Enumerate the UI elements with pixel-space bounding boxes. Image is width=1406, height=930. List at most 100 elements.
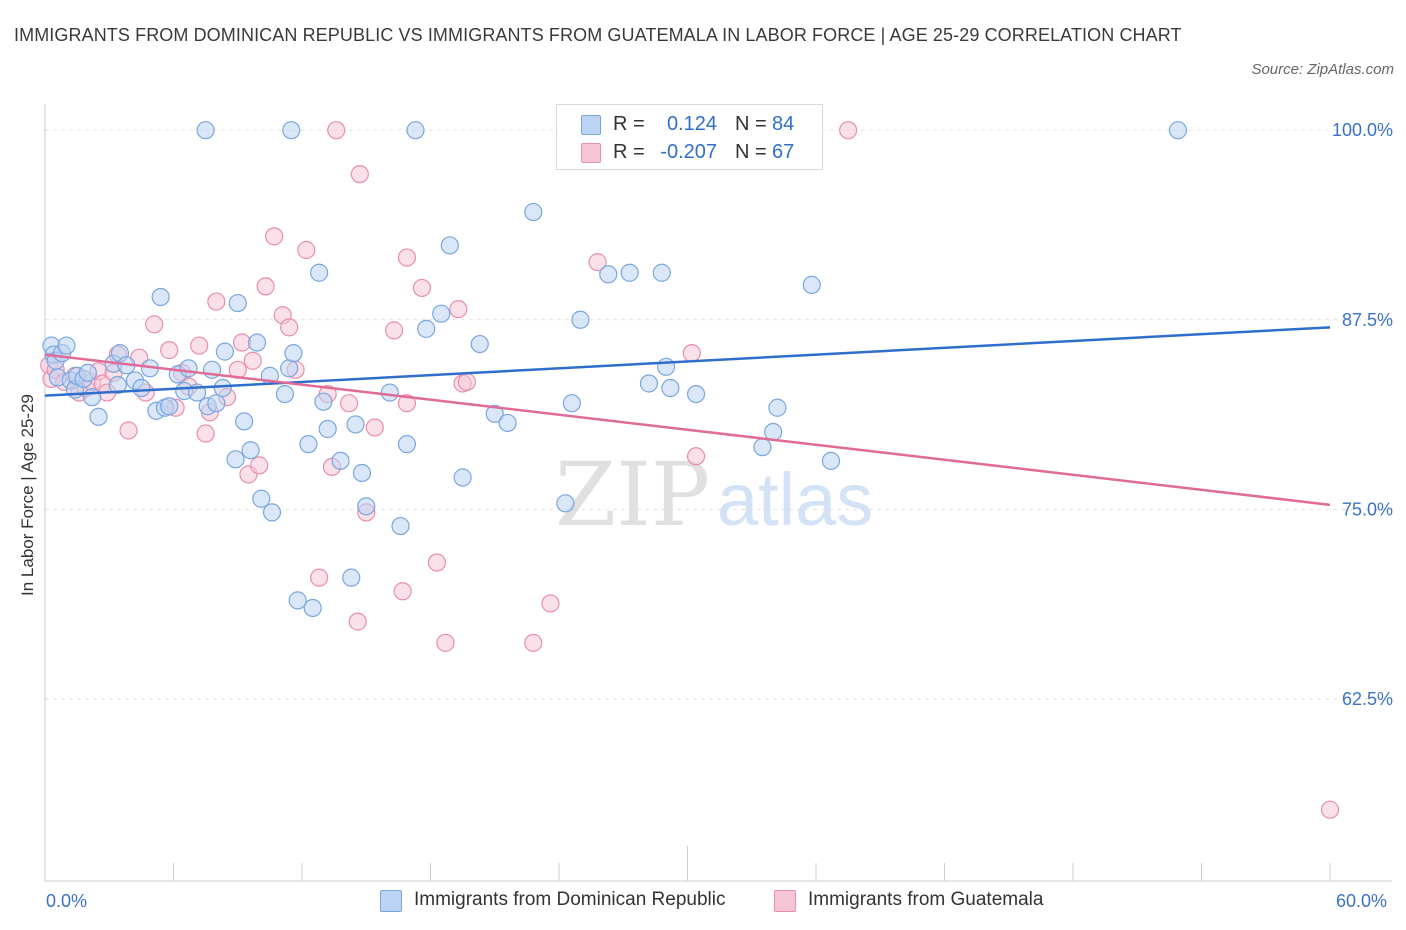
y-tick-label: 100.0% xyxy=(1332,120,1393,140)
legend-n-value: 67 xyxy=(772,141,795,163)
point-dominican xyxy=(247,333,267,352)
watermark: ZIP atlas xyxy=(555,443,873,546)
point-dominican xyxy=(275,384,294,404)
point-guatemala xyxy=(160,341,179,360)
point-dominican xyxy=(235,412,254,431)
point-dominican xyxy=(284,344,303,363)
point-dominican xyxy=(639,374,659,393)
point-guatemala xyxy=(541,594,560,613)
legend-n-value: 84 xyxy=(772,113,795,135)
point-guatemala xyxy=(686,447,706,466)
point-guatemala xyxy=(327,121,346,140)
y-tick-label: 62.5% xyxy=(1342,689,1393,709)
point-dominican xyxy=(318,419,337,439)
point-guatemala xyxy=(340,394,359,413)
correlation-legend: R = 0.124 N = 84 R = -0.207 N = 67 xyxy=(556,104,823,170)
point-dominican xyxy=(406,121,425,140)
point-dominican xyxy=(196,121,215,140)
point-dominican xyxy=(342,568,361,587)
trend-line-guatemala xyxy=(44,353,1331,507)
point-dominican xyxy=(686,384,706,404)
point-guatemala xyxy=(365,418,384,437)
point-dominican xyxy=(453,468,472,487)
bottom-legend-label: Immigrants from Dominican Republic xyxy=(414,889,726,910)
point-guatemala xyxy=(348,612,367,631)
point-dominican xyxy=(226,450,245,469)
legend-swatch-pink xyxy=(581,143,601,163)
point-guatemala xyxy=(588,253,607,272)
point-dominican xyxy=(83,388,102,407)
legend-r-label: R = xyxy=(613,141,645,163)
legend-row-dominican: R = 0.124 N = 84 xyxy=(557,111,822,139)
legend-n-label: N = xyxy=(735,113,767,135)
point-dominican xyxy=(303,598,322,618)
axes xyxy=(44,104,1392,882)
point-guatemala xyxy=(350,165,369,184)
point-dominican xyxy=(417,319,436,338)
point-guatemala xyxy=(1320,800,1340,819)
point-guatemala xyxy=(297,240,316,260)
point-dominican xyxy=(280,359,299,378)
point-dominican xyxy=(151,287,170,307)
legend-r-value: -0.207 xyxy=(660,141,717,163)
point-guatemala xyxy=(207,292,226,311)
point-dominican xyxy=(440,236,459,255)
point-dominican xyxy=(380,383,399,402)
point-dominican xyxy=(252,489,271,508)
point-guatemala xyxy=(839,121,858,140)
point-guatemala xyxy=(190,336,209,355)
point-dominican xyxy=(288,591,307,610)
point-guatemala xyxy=(196,424,215,443)
point-dominican xyxy=(215,342,234,361)
point-dominican xyxy=(213,378,232,398)
point-guatemala xyxy=(412,278,432,298)
point-dominican xyxy=(132,378,151,398)
point-dominican xyxy=(821,451,841,470)
point-dominican xyxy=(241,441,260,460)
legend-swatch-blue xyxy=(581,115,601,135)
point-dominican xyxy=(556,494,575,513)
legend-n-label: N = xyxy=(735,141,767,163)
bottom-legend-swatch-blue xyxy=(380,890,402,912)
point-dominican xyxy=(78,363,97,382)
watermark-zip: ZIP xyxy=(555,443,710,546)
series-dominican-points xyxy=(42,121,1188,618)
point-dominican xyxy=(179,359,198,378)
point-dominican xyxy=(1168,121,1188,140)
point-dominican xyxy=(57,336,76,355)
point-guatemala xyxy=(265,227,284,246)
point-guatemala xyxy=(427,553,447,572)
point-dominican xyxy=(432,304,451,323)
point-dominican xyxy=(228,293,247,313)
source-label: Source: ZipAtlas.com xyxy=(1251,61,1394,78)
point-dominican xyxy=(571,310,590,329)
point-dominican xyxy=(262,503,282,522)
point-dominican xyxy=(652,263,671,282)
legend-row-guatemala: R = -0.207 N = 67 xyxy=(557,139,822,167)
point-dominican xyxy=(207,394,226,413)
point-guatemala xyxy=(243,351,262,370)
point-dominican xyxy=(768,398,787,417)
point-dominican xyxy=(524,202,543,222)
point-dominican xyxy=(656,357,676,376)
watermark-atlas: atlas xyxy=(717,458,873,541)
y-tick-labels: 62.5% 75.0% 87.5% 100.0% xyxy=(1332,120,1393,709)
point-guatemala xyxy=(310,568,329,587)
point-dominican xyxy=(346,415,365,434)
point-guatemala xyxy=(397,248,417,267)
legend-r-value: 0.124 xyxy=(666,113,717,135)
point-guatemala xyxy=(449,300,468,319)
x-tick-label-max: 60.0% xyxy=(1336,891,1388,911)
point-dominican xyxy=(89,407,108,426)
point-guatemala xyxy=(384,321,404,340)
point-dominican xyxy=(620,263,639,282)
point-dominican xyxy=(498,413,517,433)
point-guatemala xyxy=(436,633,455,652)
point-dominican xyxy=(802,275,821,294)
point-dominican xyxy=(331,451,350,470)
point-guatemala xyxy=(280,318,299,337)
point-guatemala xyxy=(119,421,138,440)
point-dominican xyxy=(397,435,417,454)
point-guatemala xyxy=(397,394,417,413)
